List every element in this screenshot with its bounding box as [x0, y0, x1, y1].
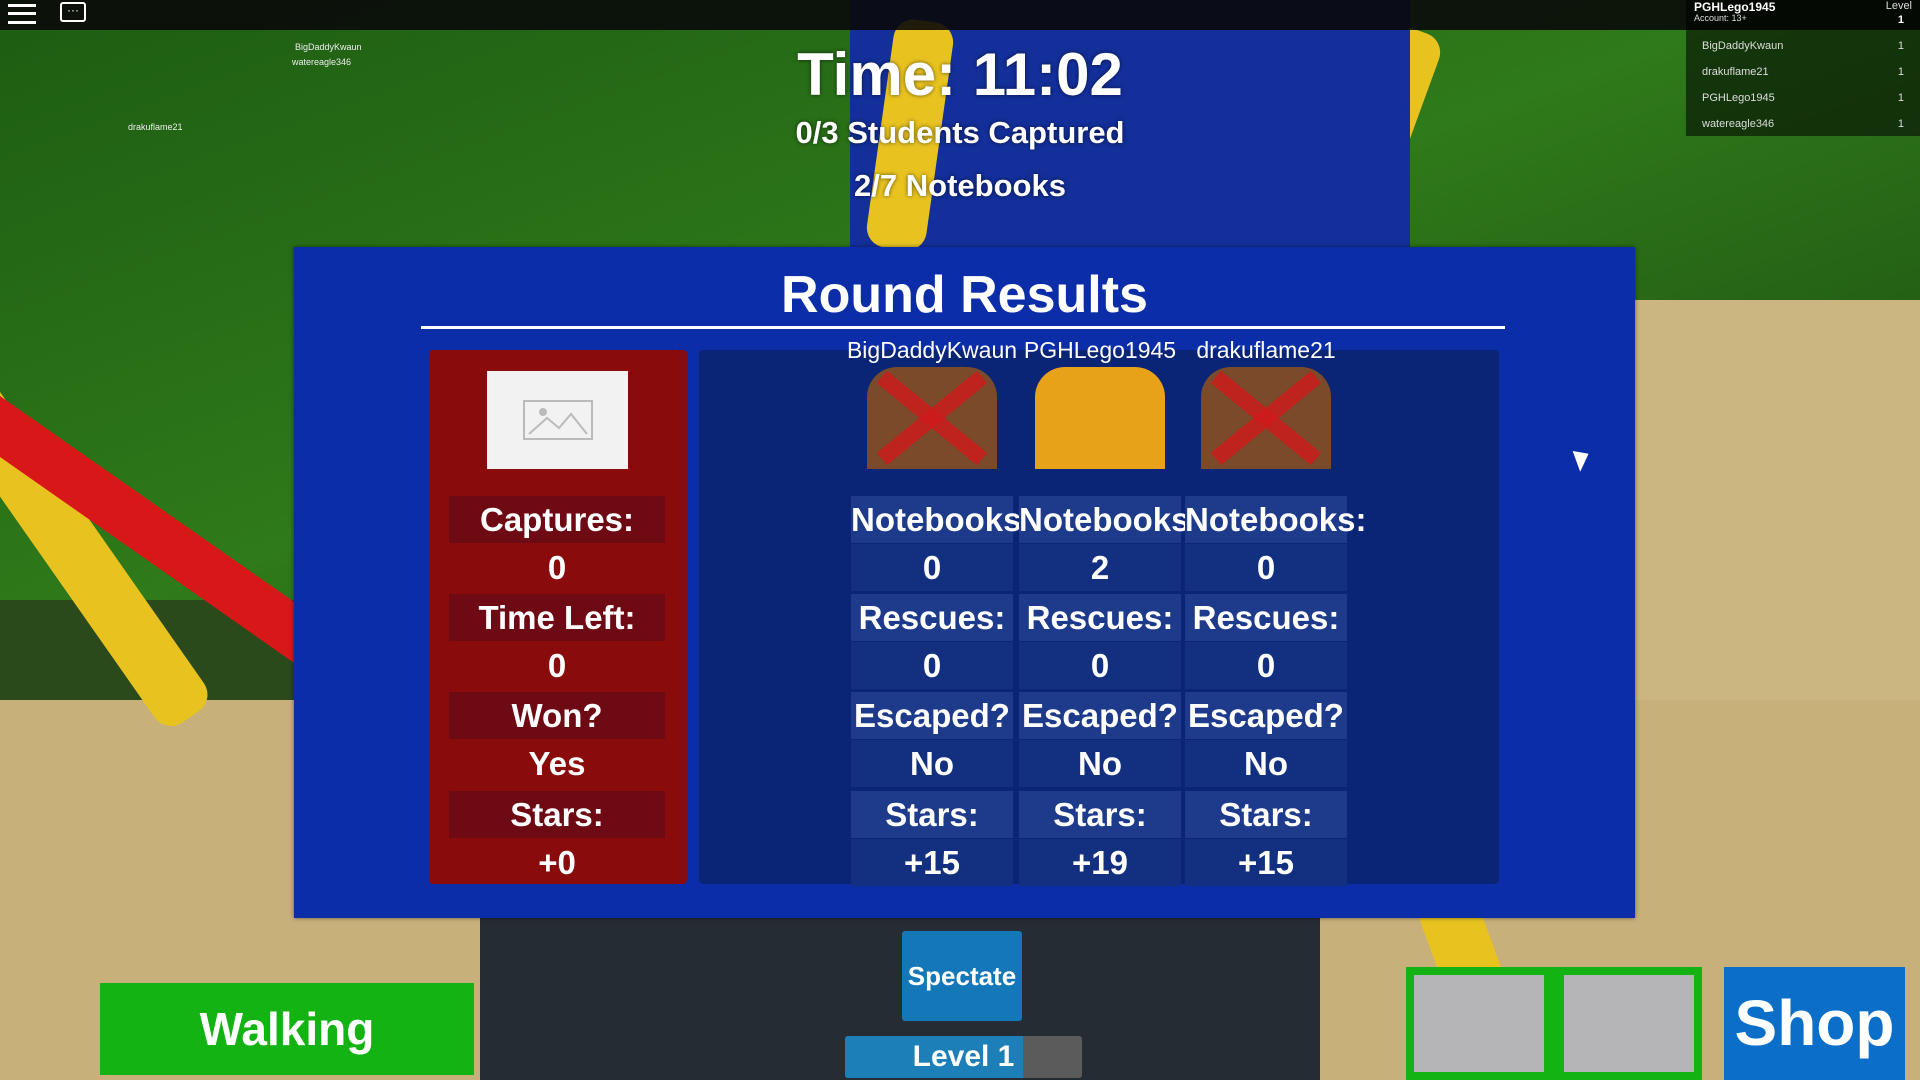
player-stat-label: Rescues:	[1185, 594, 1347, 641]
hamburger-menu-icon[interactable]	[8, 4, 36, 24]
teacher-stat-label: Stars:	[449, 791, 665, 838]
player-stat-label: Stars:	[1019, 791, 1181, 838]
player-stat-value: 2	[1019, 544, 1181, 591]
player-stat-label: Notebooks:	[851, 496, 1033, 543]
eliminated-x-icon	[1210, 370, 1322, 466]
leaderboard-player-level: 1	[1897, 14, 1904, 26]
leaderboard-level: 1	[1897, 66, 1904, 78]
title-divider	[421, 326, 1505, 329]
player-stat-label: Rescues:	[1019, 594, 1181, 641]
inventory-slot[interactable]	[1564, 975, 1694, 1072]
leaderboard-level: 1	[1897, 118, 1904, 130]
player-stat-label: Rescues:	[851, 594, 1013, 641]
timer: Time: 11:02	[797, 41, 1123, 108]
leaderboard-row[interactable]: watereagle346 1	[1702, 118, 1904, 130]
player-stat-value: +19	[1019, 839, 1181, 886]
player-name: drakuflame21	[1196, 337, 1336, 363]
spectate-button[interactable]: Spectate	[902, 931, 1022, 1021]
notebooks-count: 2/7 Notebooks	[854, 168, 1066, 203]
students-captured: 0/3 Students Captured	[795, 115, 1125, 150]
player-avatar	[1035, 367, 1165, 469]
player-stat-value: 0	[1185, 642, 1347, 689]
leaderboard-account: Account: 13+	[1694, 13, 1747, 23]
leaderboard: PGHLego1945 Account: 13+ Level 1 BigDadd…	[1686, 0, 1920, 136]
teacher-stat-value: Yes	[528, 745, 586, 782]
player-stat-value: 0	[851, 544, 1013, 591]
shop-button[interactable]: Shop	[1724, 967, 1905, 1080]
player-avatar	[867, 367, 997, 469]
leaderboard-level: 1	[1897, 92, 1904, 104]
player-stat-label: Escaped?	[1019, 692, 1181, 739]
panel-title: Round Results	[781, 266, 1148, 324]
eliminated-x-icon	[876, 370, 988, 466]
leaderboard-row[interactable]: drakuflame21 1	[1702, 66, 1904, 78]
player-name: BigDaddyKwaun	[846, 337, 1018, 363]
teacher-stat-label: Captures:	[449, 496, 665, 543]
round-results-panel: Round Results Captures: 0 Time Left: 0 Won? Y…	[294, 247, 1635, 918]
level-label: Level 1	[912, 1040, 1015, 1073]
player-stat-label: Stars:	[851, 791, 1013, 838]
walking-button[interactable]: Walking	[100, 983, 474, 1075]
leaderboard-name: drakuflame21	[1702, 66, 1769, 78]
leaderboard-level: 1	[1897, 40, 1904, 52]
player-stat-value: 0	[1185, 544, 1347, 591]
leaderboard-name: watereagle346	[1702, 118, 1775, 130]
player-stat-label: Stars:	[1185, 791, 1347, 838]
teacher-stat-value: 0	[547, 549, 567, 586]
leaderboard-player: PGHLego1945	[1694, 0, 1776, 14]
teacher-stat-label: Won?	[449, 692, 665, 739]
player-stat-value: 0	[851, 642, 1013, 689]
leaderboard-row[interactable]: BigDaddyKwaun 1	[1702, 40, 1904, 52]
player-stat-label: Escaped?	[1185, 692, 1347, 739]
chat-icon[interactable]: ···	[60, 2, 86, 22]
image-placeholder-icon	[487, 371, 628, 469]
inventory-slot[interactable]	[1414, 975, 1544, 1072]
player-stat-value: +15	[851, 839, 1013, 886]
leaderboard-name: BigDaddyKwaun	[1702, 40, 1784, 52]
player-stat-value: No	[1019, 740, 1181, 787]
player-stat-value: 0	[1019, 642, 1181, 689]
leaderboard-row[interactable]: PGHLego1945 1	[1702, 92, 1904, 104]
world-nametag: BigDaddyKwaun	[295, 42, 362, 52]
teacher-stat-value: +0	[538, 844, 576, 881]
teacher-stat-value: 0	[547, 647, 567, 684]
player-stat-value: No	[851, 740, 1013, 787]
leaderboard-level-header: Level	[1885, 0, 1912, 12]
player-stat-label: Notebooks:	[1185, 496, 1367, 543]
level-progress-bar: Level 1	[845, 1036, 1082, 1078]
player-stat-label: Escaped?	[851, 692, 1013, 739]
world-nametag: watereagle346	[292, 57, 352, 67]
leaderboard-name: PGHLego1945	[1702, 92, 1775, 104]
level-progress-fill	[845, 1036, 1023, 1078]
player-stat-label: Notebooks:	[1019, 496, 1201, 543]
inventory-hotbar	[1406, 967, 1702, 1080]
world-nametag: drakuflame21	[128, 122, 183, 132]
teacher-stat-label: Time Left:	[449, 594, 665, 641]
player-avatar	[1201, 367, 1331, 469]
player-stat-value: +15	[1185, 839, 1347, 886]
top-bar: ···	[0, 0, 1920, 30]
player-stat-value: No	[1185, 740, 1347, 787]
player-name: PGHLego1945	[1023, 337, 1177, 363]
